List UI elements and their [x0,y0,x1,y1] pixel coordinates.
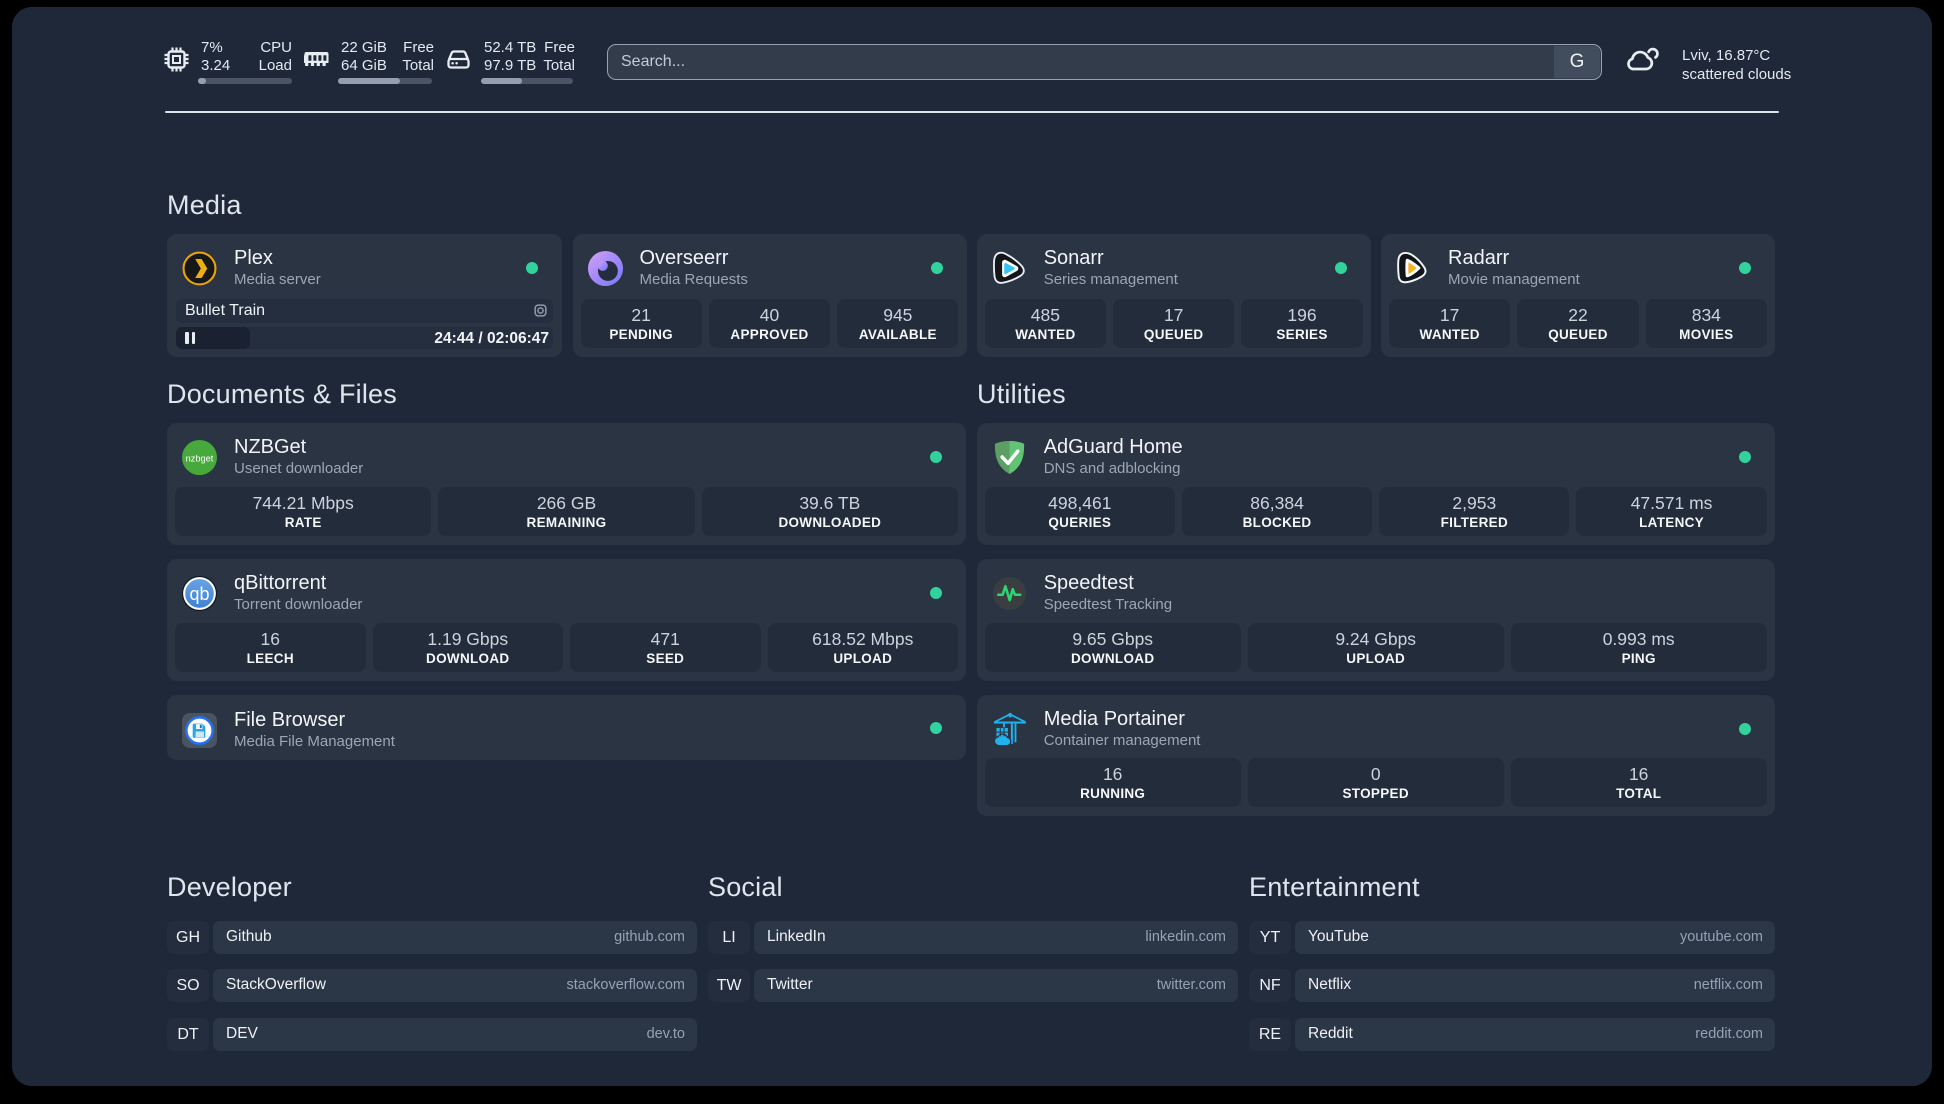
svg-text:qb: qb [189,583,209,603]
svg-text:nzbget: nzbget [186,453,214,463]
